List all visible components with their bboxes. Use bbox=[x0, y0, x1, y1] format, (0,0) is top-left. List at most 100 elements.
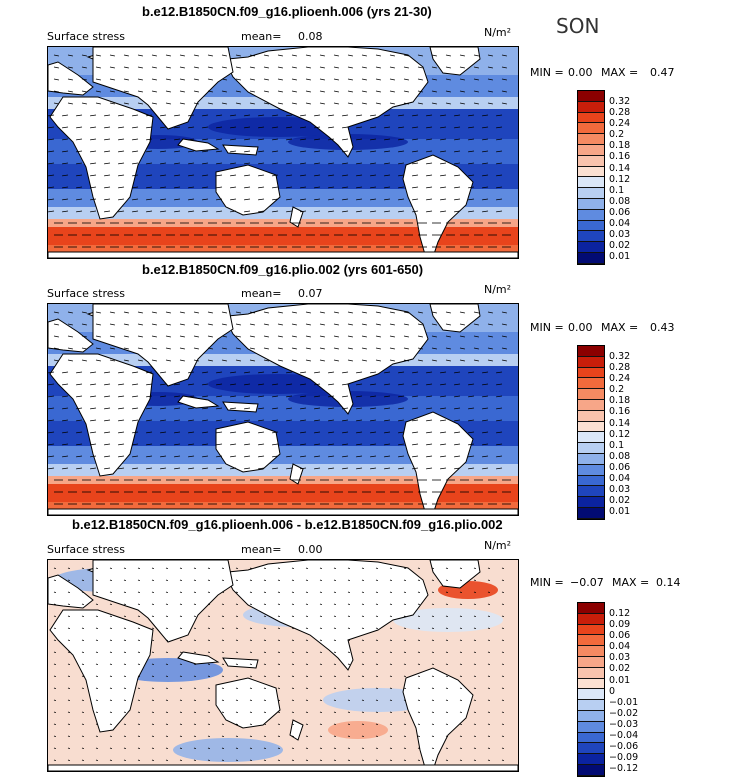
vector-arrow bbox=[67, 603, 71, 605]
vector-arrow bbox=[53, 687, 57, 689]
vector-arrow bbox=[165, 591, 169, 593]
colorbar-tick-label: 0.24 bbox=[609, 373, 631, 385]
vector-arrow bbox=[137, 90, 143, 93]
vector-arrow bbox=[244, 371, 251, 374]
vector-arrow bbox=[109, 675, 113, 677]
vector-arrow bbox=[403, 78, 409, 81]
vector-arrow bbox=[132, 383, 139, 386]
vector-arrow bbox=[314, 431, 321, 434]
vector-arrow bbox=[314, 455, 321, 458]
vector-arrow bbox=[62, 383, 69, 386]
vector-arrow bbox=[333, 66, 339, 69]
colorbar-tick-label: 0.14 bbox=[609, 417, 631, 429]
vector-arrow bbox=[165, 759, 169, 761]
panel-3-max-label: MAX = bbox=[612, 576, 650, 589]
vector-arrow bbox=[221, 627, 225, 629]
vector-arrow bbox=[482, 419, 489, 422]
vector-arrow bbox=[347, 567, 351, 569]
vector-arrow bbox=[53, 627, 57, 629]
vector-arrow bbox=[277, 311, 283, 314]
vector-arrow bbox=[473, 66, 479, 69]
vector-arrow bbox=[230, 371, 237, 374]
land-outline bbox=[289, 719, 304, 741]
vector-arrow bbox=[179, 651, 183, 653]
vector-arrow bbox=[431, 591, 435, 593]
vector-arrow bbox=[384, 198, 391, 201]
vector-arrow bbox=[81, 615, 85, 617]
panel-2-variable: Surface stress bbox=[47, 287, 125, 300]
vector-arrow bbox=[375, 699, 379, 701]
land-outline bbox=[402, 667, 474, 771]
wind-stress-vectors bbox=[48, 54, 511, 248]
vector-arrow bbox=[342, 174, 349, 177]
panel-1-title: b.e12.B1850CN.f09_g16.plioenh.006 (yrs 2… bbox=[142, 4, 432, 19]
vector-arrow bbox=[53, 102, 59, 105]
vector-arrow bbox=[417, 567, 421, 569]
vector-arrow bbox=[473, 102, 479, 105]
vector-arrow bbox=[468, 467, 475, 470]
vector-arrow bbox=[95, 639, 99, 641]
vector-arrow bbox=[398, 150, 405, 153]
colorbar-tick-label: 0.03 bbox=[609, 484, 631, 496]
vector-arrow bbox=[342, 455, 349, 458]
vector-arrow bbox=[258, 443, 265, 446]
vector-arrow bbox=[230, 383, 237, 386]
vector-arrow bbox=[286, 455, 293, 458]
vector-arrow bbox=[342, 186, 349, 189]
vector-arrow bbox=[132, 395, 139, 398]
vector-arrow bbox=[403, 567, 407, 569]
vector-arrow bbox=[90, 162, 97, 165]
vector-arrow bbox=[403, 90, 409, 93]
vector-arrow bbox=[249, 687, 253, 689]
vector-arrow bbox=[291, 627, 295, 629]
vector-arrow bbox=[431, 603, 435, 605]
vector-arrow bbox=[328, 126, 335, 129]
panel-1-mean-label: mean= bbox=[241, 30, 282, 43]
vector-arrow bbox=[375, 567, 379, 569]
vector-arrow bbox=[319, 747, 323, 749]
vector-arrow bbox=[76, 467, 83, 470]
vector-arrow bbox=[319, 359, 325, 362]
vector-arrow bbox=[230, 174, 237, 177]
vector-arrow bbox=[263, 603, 267, 605]
vector-arrow bbox=[95, 591, 99, 593]
panel-3-colorbar bbox=[577, 602, 605, 777]
vector-arrow bbox=[403, 735, 407, 737]
vector-arrow bbox=[109, 759, 113, 761]
vector-arrow bbox=[193, 675, 197, 677]
vector-arrow bbox=[412, 186, 419, 189]
vector-arrow bbox=[193, 723, 197, 725]
vector-arrow bbox=[244, 198, 251, 201]
vector-arrow bbox=[356, 395, 363, 398]
vector-arrow bbox=[300, 174, 307, 177]
vector-arrow bbox=[230, 419, 237, 422]
vector-arrow bbox=[487, 323, 493, 326]
vector-arrow bbox=[454, 198, 461, 201]
vector-arrow bbox=[375, 90, 381, 93]
vector-arrow bbox=[221, 639, 225, 641]
vector-arrow bbox=[370, 198, 377, 201]
vector-arrow bbox=[165, 603, 169, 605]
vector-arrow bbox=[384, 467, 391, 470]
vector-arrow bbox=[109, 627, 113, 629]
vector-arrow bbox=[104, 210, 111, 213]
vector-arrow bbox=[188, 455, 195, 458]
vector-arrow bbox=[258, 383, 265, 386]
vector-arrow bbox=[305, 335, 311, 338]
vector-arrow bbox=[501, 359, 507, 362]
vector-arrow bbox=[361, 54, 367, 57]
vector-arrow bbox=[389, 54, 395, 57]
colorbar-tick-label: −0.01 bbox=[609, 696, 639, 708]
vector-arrow bbox=[53, 615, 57, 617]
vector-arrow bbox=[333, 323, 339, 326]
vector-arrow bbox=[263, 359, 269, 362]
vector-arrow bbox=[90, 443, 97, 446]
vector-arrow bbox=[67, 78, 73, 81]
vector-arrow bbox=[286, 383, 293, 386]
vector-arrow bbox=[445, 78, 451, 81]
vector-arrow bbox=[263, 323, 269, 326]
vector-arrow bbox=[132, 198, 139, 201]
vector-arrow bbox=[221, 90, 227, 93]
vector-arrow bbox=[333, 102, 339, 105]
vector-arrow bbox=[62, 210, 69, 213]
